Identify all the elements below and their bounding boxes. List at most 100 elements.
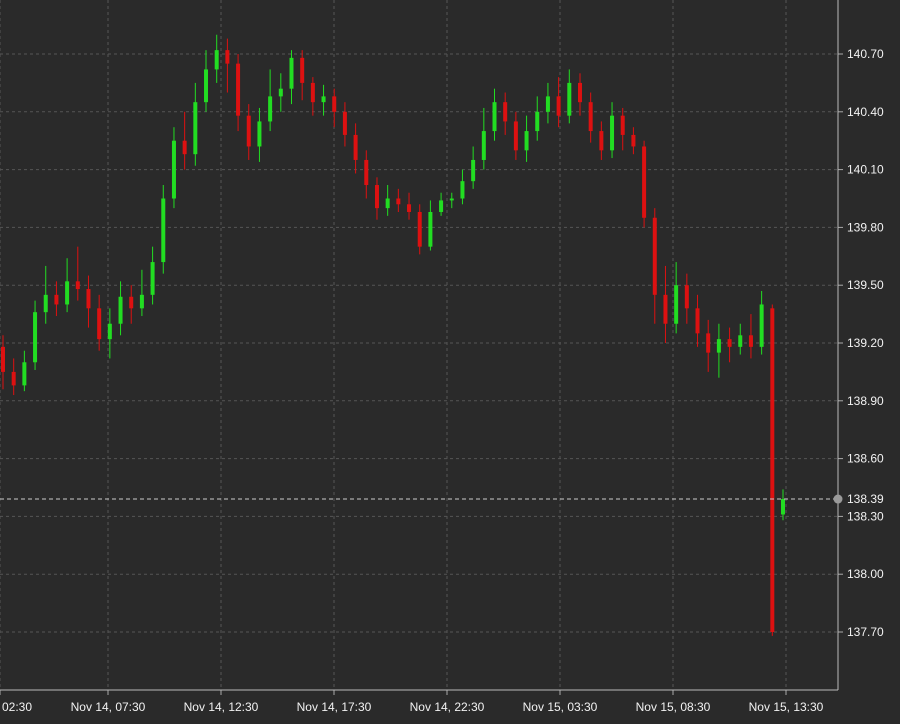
y-tick-label: 140.70: [847, 47, 884, 61]
candle-body: [556, 96, 561, 116]
candle-body: [567, 82, 572, 116]
candle-body: [33, 312, 38, 363]
candle-body: [289, 57, 294, 89]
candle-body: [439, 200, 444, 212]
x-tick-label: Nov 15, 03:30: [523, 700, 598, 714]
candle-body: [652, 217, 657, 295]
candle-body: [727, 339, 732, 347]
candle-body: [1, 346, 5, 372]
candle-body: [599, 131, 604, 151]
candle-body: [246, 115, 251, 147]
candle-body: [631, 134, 636, 147]
candle-body: [342, 111, 347, 135]
candle-body: [150, 262, 155, 295]
y-tick-label: 139.80: [847, 220, 884, 234]
candle-body: [236, 63, 241, 116]
x-tick-label: Nov 14, 22:30: [410, 700, 485, 714]
candle-body: [513, 121, 518, 151]
candle-layer: [1, 34, 785, 636]
candle-body: [11, 371, 16, 386]
candle-body: [332, 96, 337, 112]
candle-body: [407, 204, 412, 212]
candle-body: [118, 296, 123, 324]
candle-body: [716, 339, 721, 353]
candle-body: [684, 285, 689, 309]
candle-body: [781, 499, 785, 515]
candle-body: [642, 146, 647, 218]
candle-body: [310, 82, 315, 103]
candle-body: [503, 102, 508, 122]
candle-body: [65, 281, 70, 305]
candle-body: [524, 131, 529, 151]
candle-body: [738, 335, 743, 347]
candle-body: [193, 102, 198, 155]
candle-body: [674, 285, 679, 324]
candle-body: [396, 198, 401, 205]
y-tick-label: 140.40: [847, 105, 884, 119]
candle-body: [364, 159, 369, 186]
candle-body: [535, 111, 540, 132]
candle-body: [225, 50, 230, 64]
y-tick-label: 138.90: [847, 394, 884, 408]
candle-body: [449, 198, 454, 201]
candle-body: [22, 362, 27, 386]
candle-body: [417, 211, 422, 247]
candle-body: [706, 333, 711, 353]
candle-body: [321, 96, 326, 103]
candle-body: [300, 57, 305, 83]
candle-body: [374, 185, 379, 209]
candle-body: [492, 102, 497, 132]
y-tick-label: 139.50: [847, 278, 884, 292]
candle-body: [182, 140, 187, 155]
x-tick-label: Nov 15, 08:30: [636, 700, 711, 714]
grid-layer: [0, 0, 838, 690]
candle-body: [86, 289, 91, 309]
candle-body: [171, 140, 176, 199]
candle-body: [129, 296, 134, 309]
x-tick-label: Nov 14, 12:30: [184, 700, 259, 714]
axis-layer: 140.70 140.40 140.10 139.80 139.50 139.20 138.…: [0, 0, 884, 714]
candle-body: [610, 115, 615, 151]
last-price-label: 138.39: [847, 492, 884, 506]
candle-body: [663, 294, 668, 324]
candle-body: [161, 198, 166, 263]
candle-body: [385, 198, 390, 209]
x-tick-label: Nov 14, 07:30: [71, 700, 146, 714]
x-tick-label: 02:30: [2, 700, 32, 714]
x-tick-label: Nov 15, 13:30: [749, 700, 824, 714]
candle-body: [257, 121, 262, 147]
candle-body: [214, 50, 219, 70]
candle-body: [695, 308, 700, 334]
candle-body: [770, 308, 775, 632]
y-tick-label: 138.30: [847, 509, 884, 523]
candle-body: [278, 88, 283, 97]
candle-body: [759, 304, 764, 347]
candle-body: [97, 308, 102, 340]
candle-body: [577, 82, 582, 103]
candle-body: [471, 159, 476, 182]
y-tick-label: 140.10: [847, 163, 884, 177]
candle-body: [54, 294, 59, 305]
candle-body: [748, 335, 753, 347]
candle-body: [139, 294, 144, 309]
x-tick-label: Nov 14, 17:30: [297, 700, 372, 714]
candle-body: [107, 323, 112, 340]
y-tick-label: 138.60: [847, 452, 884, 466]
y-tick-label: 138.00: [847, 567, 884, 581]
candle-body: [620, 115, 625, 135]
y-tick-label: 137.70: [847, 625, 884, 639]
candle-body: [481, 131, 486, 160]
candle-body: [588, 102, 593, 132]
candle-body: [268, 96, 273, 122]
candle-body: [428, 211, 433, 247]
last-price-marker: [833, 494, 843, 504]
candle-body: [353, 134, 358, 160]
candle-body: [545, 96, 550, 112]
candle-body: [204, 69, 209, 103]
y-tick-label: 139.20: [847, 336, 884, 350]
candle-body: [75, 281, 80, 290]
candle-body: [43, 294, 48, 313]
candle-body: [460, 181, 465, 199]
